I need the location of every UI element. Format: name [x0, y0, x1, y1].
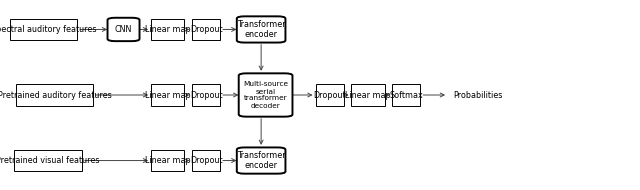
- Bar: [351, 84, 385, 106]
- Bar: [316, 84, 344, 106]
- Bar: [392, 84, 420, 106]
- Text: Linear map: Linear map: [345, 90, 391, 100]
- Bar: [192, 84, 220, 106]
- Bar: [10, 19, 77, 40]
- Text: Softmax: Softmax: [390, 90, 423, 100]
- Text: Dropout: Dropout: [190, 25, 222, 34]
- FancyBboxPatch shape: [237, 147, 285, 174]
- Text: Dropout: Dropout: [190, 90, 222, 100]
- Bar: [192, 150, 220, 171]
- Text: Spectral auditory features: Spectral auditory features: [0, 25, 96, 34]
- Text: Linear map: Linear map: [145, 156, 191, 165]
- FancyBboxPatch shape: [108, 18, 140, 41]
- Text: Pretrained visual features: Pretrained visual features: [0, 156, 100, 165]
- Text: Pretrained auditory features: Pretrained auditory features: [0, 90, 111, 100]
- Text: CNN: CNN: [115, 25, 132, 34]
- Text: Dropout: Dropout: [314, 90, 346, 100]
- Bar: [16, 84, 93, 106]
- Text: Dropout: Dropout: [190, 156, 222, 165]
- Text: Linear map: Linear map: [145, 25, 191, 34]
- Text: Multi-source
serial
transformer
decoder: Multi-source serial transformer decoder: [243, 82, 288, 108]
- Bar: [151, 84, 184, 106]
- Bar: [192, 19, 220, 40]
- Bar: [14, 150, 82, 171]
- Text: Linear map: Linear map: [145, 90, 191, 100]
- Bar: [151, 150, 184, 171]
- Bar: [151, 19, 184, 40]
- FancyBboxPatch shape: [237, 16, 285, 43]
- Text: Probabilities: Probabilities: [453, 90, 502, 100]
- Text: Transformer
encoder: Transformer encoder: [237, 151, 285, 170]
- Text: Transformer
encoder: Transformer encoder: [237, 20, 285, 39]
- FancyBboxPatch shape: [239, 73, 292, 117]
